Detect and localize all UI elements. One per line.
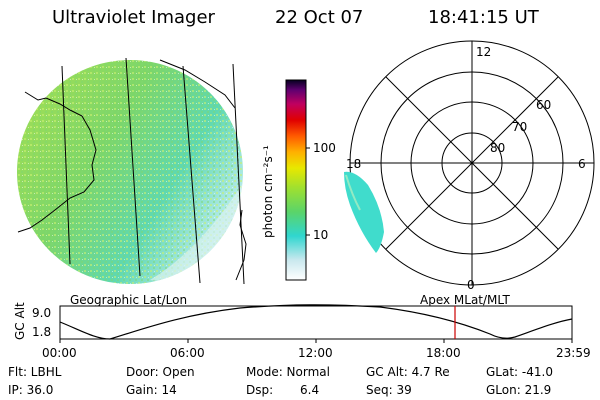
earth-disc-image: [17, 60, 243, 284]
colorbar-tick-10: 10: [313, 228, 329, 242]
colorbar-tick-100: 100: [313, 141, 336, 155]
time-tick-1200: 12:00: [298, 346, 333, 360]
polar-lat-60: 60: [536, 98, 552, 112]
status-glat: GLat: -41.0: [486, 365, 553, 379]
polar-lat-70: 70: [512, 120, 528, 134]
status-dsp-label: Dsp:: [246, 383, 274, 397]
status-dsp-value: 6.4: [300, 383, 320, 397]
polar-lat-80: 80: [490, 141, 506, 155]
colorbar: [285, 79, 310, 281]
time-tick-1800: 18:00: [426, 346, 461, 360]
coastline-top: [159, 59, 236, 109]
altitude-ylabel: GC Alt: [13, 302, 27, 340]
observation-date: 22 Oct 07: [275, 7, 364, 28]
time-tick-0600: 06:00: [170, 346, 205, 360]
status-flt: Flt: LBHL: [8, 365, 62, 379]
altitude-curve: [59, 304, 573, 340]
colorbar-unit-label: photon cm⁻²s⁻¹: [261, 145, 275, 238]
instrument-title: Ultraviolet Imager: [52, 7, 215, 28]
time-tick-2359: 23:59: [556, 346, 591, 360]
status-gain: Gain: 14: [126, 383, 177, 397]
time-tick-0000: 00:00: [42, 346, 77, 360]
observation-time: 18:41:15 UT: [428, 7, 539, 28]
polar-mlt-18: 18: [346, 157, 362, 171]
polar-mlt-12: 12: [476, 45, 492, 59]
polar-mlt-0: 0: [467, 278, 475, 292]
status-gcalt: GC Alt: 4.7 Re: [366, 365, 450, 379]
polar-plot: [349, 40, 595, 286]
altitude-ytick-low: 1.8: [32, 325, 52, 339]
longitude-grid: [61, 57, 245, 285]
apex-label: Apex MLat/MLT: [420, 293, 510, 307]
status-seq: Seq: 39: [366, 383, 412, 397]
polar-mlt-6: 6: [578, 157, 586, 171]
altitude-panel: [59, 304, 573, 343]
status-ip: IP: 36.0: [8, 383, 54, 397]
status-door: Door: Open: [126, 365, 195, 379]
coastline: [17, 91, 97, 233]
aurora-crescent: [344, 171, 384, 253]
geographic-label: Geographic Lat/Lon: [70, 293, 188, 307]
altitude-ytick-high: 9.0: [32, 306, 52, 320]
status-glon: GLon: 21.9: [486, 383, 552, 397]
status-mode: Mode: Normal: [246, 365, 330, 379]
